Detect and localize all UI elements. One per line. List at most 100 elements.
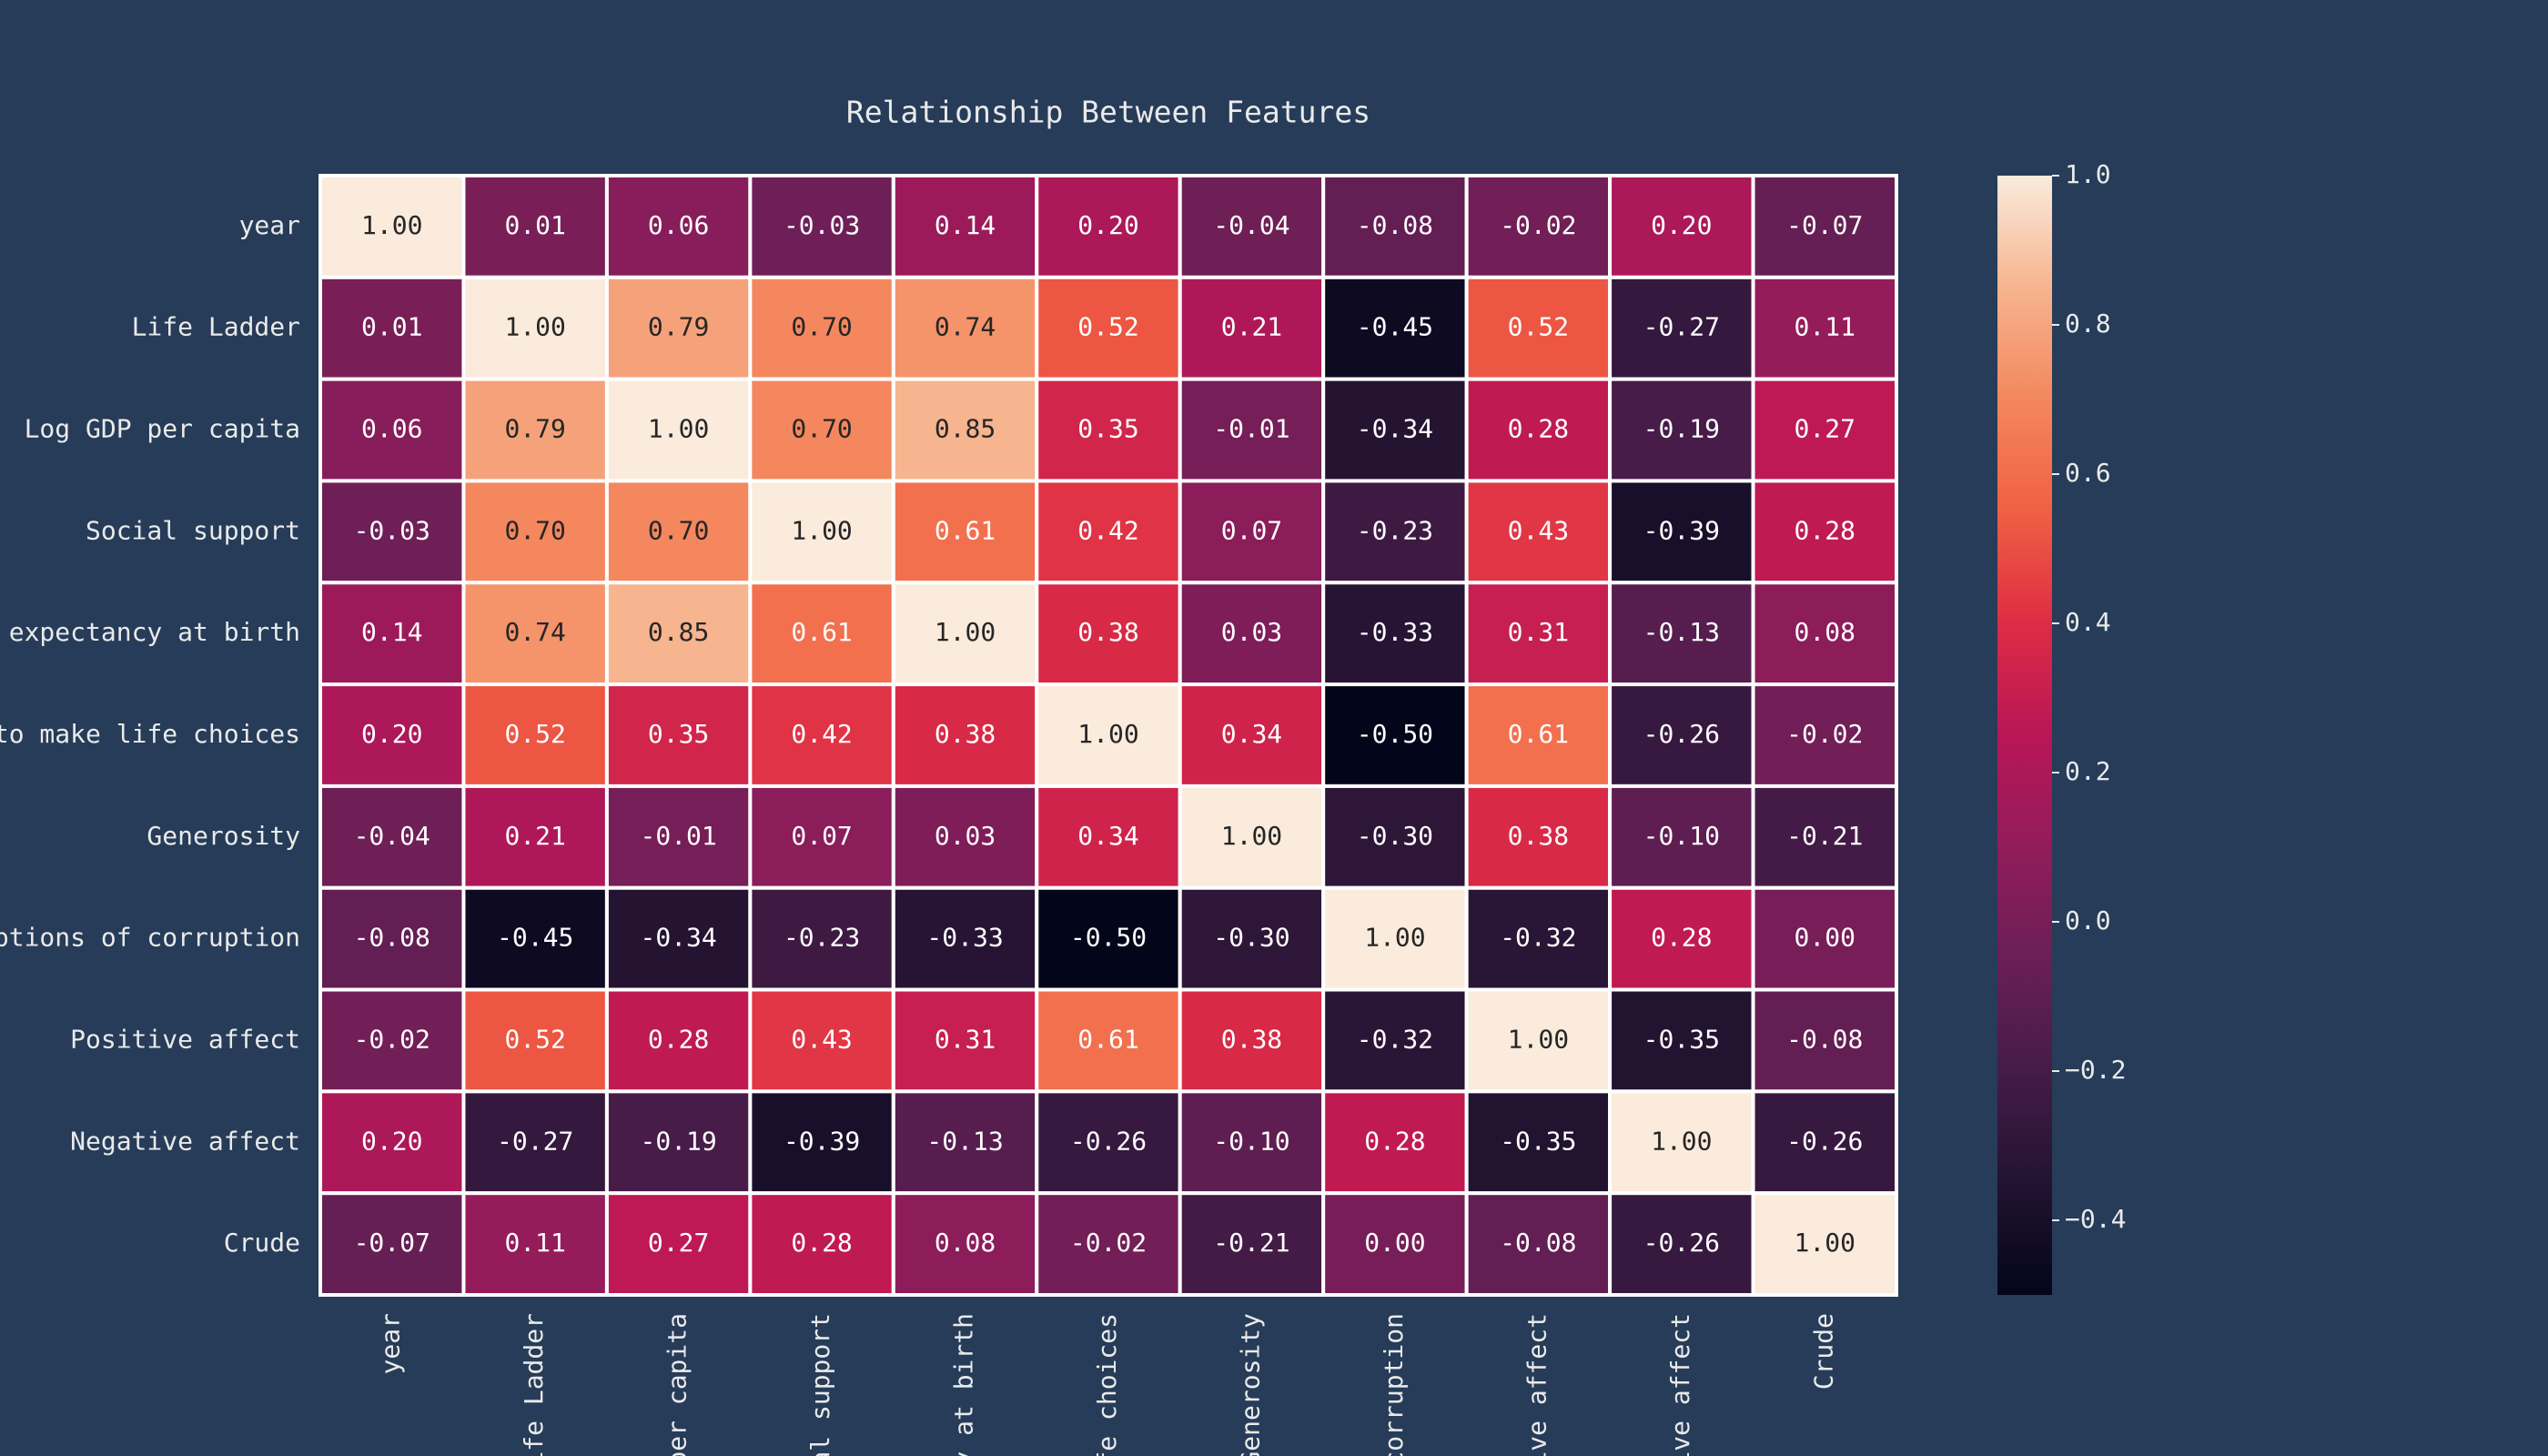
heatmap-cell [604,174,753,279]
cell-label: -0.01 [1213,414,1289,444]
cell-label: -0.10 [1213,1126,1289,1156]
cell-label: -0.08 [1500,1228,1576,1258]
cell-label: -0.26 [1070,1126,1147,1156]
x-tick-label: Freedom to make life choices [1092,1313,1122,1456]
cell-label: -0.03 [354,515,430,545]
cell-label: 0.01 [361,312,422,342]
cell-label: 0.70 [504,515,565,545]
cell-label: -0.08 [1357,210,1433,240]
cell-label: 0.28 [1364,1126,1425,1156]
cell-label: 1.00 [361,210,422,240]
x-tick-label: Social support [805,1313,835,1456]
cell-label: 0.28 [1508,414,1569,444]
cell-label: 1.00 [1651,1126,1712,1156]
cell-label: 0.28 [1651,923,1712,953]
cell-label: -0.34 [640,923,716,953]
heatmap-cell [318,987,466,1094]
heatmap-cell [604,885,753,992]
cell-label: -0.32 [1500,923,1576,953]
cell-label: -0.03 [784,210,860,240]
heatmap-cell [748,377,895,483]
cell-label: 0.61 [1508,719,1569,749]
cell-label: 0.00 [1364,1228,1425,1258]
heatmap-cell [748,682,895,788]
cell-label: 0.07 [1221,515,1282,545]
cell-label: 0.28 [1795,515,1855,545]
cell-label: -0.34 [1357,414,1433,444]
colorbar-tick-label: −0.2 [2065,1055,2126,1085]
cell-label: 0.85 [935,414,996,444]
cell-label: -0.19 [640,1126,716,1156]
cell-label: -0.07 [354,1228,430,1258]
heatmap-cell [604,1191,753,1297]
y-tick-label: Positive affect [70,1024,300,1054]
heatmap-cell [1751,581,1898,687]
heatmap-cell [1178,581,1326,687]
x-tick-label: Life Ladder [519,1313,549,1456]
cell-label: 0.38 [1508,821,1569,851]
heatmap-cell [748,885,895,992]
heatmap-cell [1178,275,1326,381]
heatmap-cell [1035,581,1182,687]
cell-label: 1.00 [1795,1228,1855,1258]
heatmap-cell [1321,275,1469,381]
heatmap-cell [318,275,466,381]
colorbar-tick-label: 1.0 [2065,159,2111,189]
cell-label: 0.31 [1508,617,1569,647]
cell-label: 0.06 [648,210,709,240]
heatmap-cell [461,885,609,992]
heatmap-cell [461,275,609,381]
x-tick-label: Generosity [1235,1313,1265,1456]
heatmap-cell [1608,174,1755,279]
heatmap-cell [1608,479,1755,585]
cell-label: 0.70 [648,515,709,545]
cell-label: -0.30 [1213,923,1289,953]
cell-label: -0.45 [1357,312,1433,342]
colorbar-tick-label: 0.6 [2065,458,2111,488]
cell-label: 0.52 [504,719,565,749]
cell-label: -0.35 [1500,1126,1576,1156]
cell-label: 0.21 [1221,312,1282,342]
cell-label: -0.23 [1357,515,1433,545]
cell-label: 0.42 [1077,515,1138,545]
heatmap-cell [604,377,753,483]
cell-label: -0.50 [1357,719,1433,749]
cell-label: -0.26 [1643,719,1720,749]
heatmap-cell [461,174,609,279]
cell-label: 0.61 [935,515,996,545]
heatmap-cell [1035,784,1182,890]
cell-label: 0.00 [1795,923,1855,953]
heatmap-cell [1321,885,1469,992]
cell-label: -0.30 [1357,821,1433,851]
heatmap-cell [891,987,1039,1094]
heatmap-cell [604,275,753,381]
heatmap-cell [1608,885,1755,992]
heatmap-cell [1751,885,1898,992]
heatmap-cell [1608,1191,1755,1297]
cell-label: -0.10 [1643,821,1720,851]
heatmap-cell [461,1191,609,1297]
cell-label: 0.11 [504,1228,565,1258]
cell-label: 0.74 [935,312,996,342]
cell-label: -0.21 [1786,821,1863,851]
cell-label: -0.32 [1357,1024,1433,1054]
cell-label: -0.02 [1500,210,1576,240]
heatmap-cell [461,377,609,483]
heatmap-cell [891,682,1039,788]
cell-label: 1.00 [935,617,996,647]
heatmap-cell [1321,682,1469,788]
cell-label: 0.07 [791,821,852,851]
heatmap-cell [1464,682,1613,788]
cell-label: 0.28 [648,1024,709,1054]
cell-label: 0.43 [1508,515,1569,545]
cell-label: 1.00 [1364,923,1425,953]
heatmap-cell [1178,682,1326,788]
cell-label: 0.74 [504,617,565,647]
x-tick-label: Perceptions of corruption [1379,1313,1409,1456]
cell-label: 0.28 [791,1228,852,1258]
cell-label: -0.02 [1070,1228,1147,1258]
x-tick-label: Negative affect [1665,1313,1695,1456]
cell-label: 0.03 [935,821,996,851]
cell-label: -0.21 [1213,1228,1289,1258]
cell-label: 0.38 [1221,1024,1282,1054]
